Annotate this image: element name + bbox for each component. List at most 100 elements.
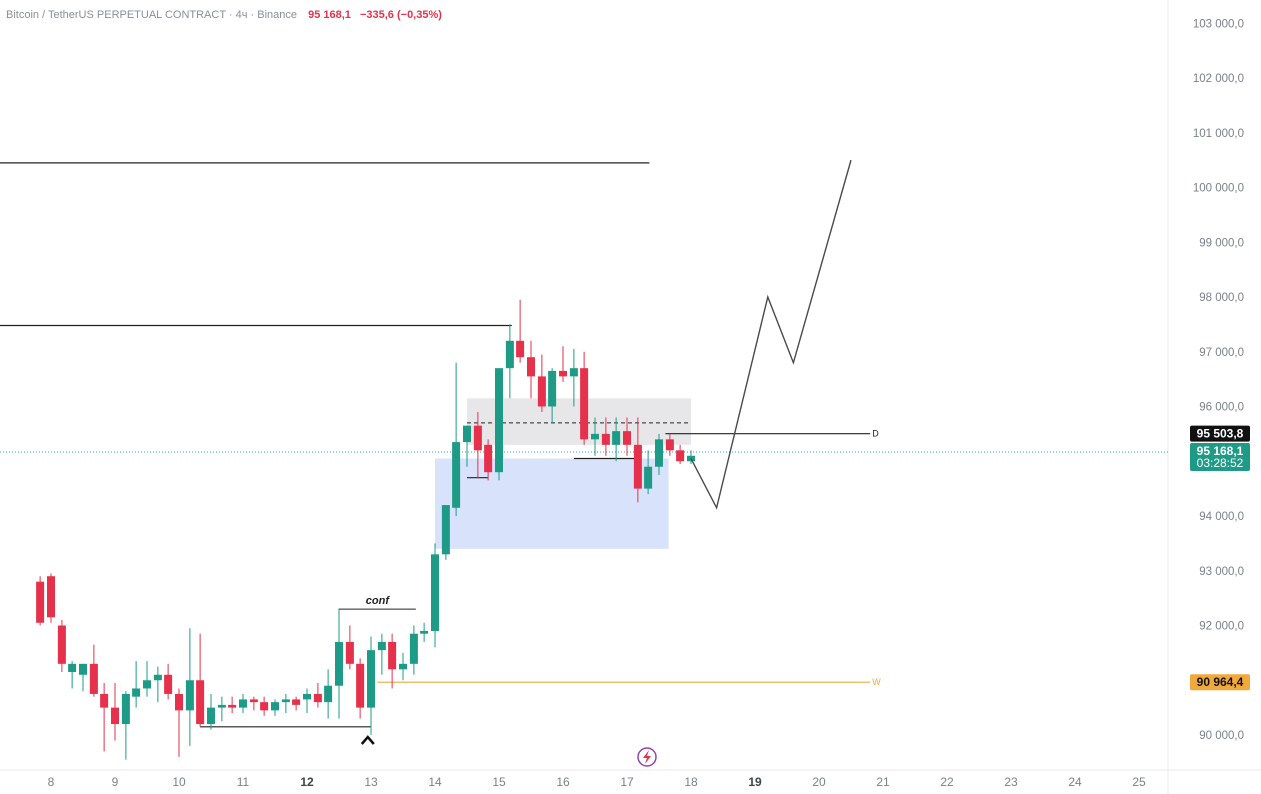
x-tick-label: 16 [556, 775, 570, 789]
countdown-timer: 03:28:52 [1197, 456, 1244, 470]
candle-body [324, 685, 333, 703]
x-tick-label: 21 [876, 775, 890, 789]
candle-body [612, 431, 621, 445]
y-tick-label: 92 000,0 [1199, 621, 1244, 633]
x-tick-label: 18 [684, 775, 698, 789]
candle-body [260, 702, 269, 711]
candle-body [569, 368, 578, 377]
candle-body [548, 370, 557, 407]
candle-body [367, 650, 375, 708]
candle-body [132, 688, 141, 697]
y-tick-label: 90 000,0 [1199, 730, 1244, 742]
chart-header: Bitcoin / TetherUS PERPETUAL CONTRACT · … [6, 9, 442, 21]
candle-body [143, 680, 151, 689]
candle-body [665, 439, 674, 451]
x-tick-label: 20 [812, 775, 826, 789]
candle-body [68, 663, 77, 673]
candle-body [153, 674, 162, 681]
x-tick-label: 9 [112, 775, 119, 789]
y-tick-label: 94 000,0 [1199, 511, 1244, 523]
candle-body [559, 370, 567, 377]
candle-body [185, 680, 194, 711]
candle-body [281, 699, 290, 703]
x-tick-label: 24 [1068, 775, 1082, 789]
candle-body [175, 693, 183, 711]
price-tag-label: 90 964,4 [1197, 675, 1244, 689]
candle-body [36, 581, 45, 623]
x-tick-label: 15 [492, 775, 506, 789]
candle-body [527, 357, 535, 377]
y-tick-label: 101 000,0 [1193, 128, 1244, 140]
candle-body [217, 704, 226, 708]
candle-body [505, 340, 514, 369]
candle-body [47, 576, 55, 618]
y-tick-label: 102 000,0 [1193, 73, 1244, 85]
candle-body [473, 425, 482, 451]
x-tick-label: 10 [172, 775, 186, 789]
price-tag-label: 95 503,8 [1197, 427, 1244, 441]
candle-body [495, 368, 503, 473]
candle-body [420, 630, 429, 634]
candle-body [644, 466, 653, 489]
candle-body [484, 444, 493, 473]
candle-body [228, 704, 237, 708]
x-tick-label: 17 [620, 775, 634, 789]
y-tick-label: 100 000,0 [1193, 183, 1244, 195]
demand-zone [435, 458, 669, 549]
y-tick-label: 99 000,0 [1199, 237, 1244, 249]
x-tick-label: 19 [748, 775, 762, 789]
price-tag [1190, 425, 1250, 442]
price-tag [1190, 674, 1250, 691]
lightning-icon-ring [637, 747, 657, 767]
candle-body [292, 699, 301, 705]
candle-body [196, 680, 205, 725]
conf-label: conf [366, 595, 391, 607]
candle-body [591, 433, 599, 440]
candle-body [313, 693, 322, 703]
price-tag [1190, 443, 1250, 472]
x-tick-label: 13 [364, 775, 378, 789]
candle-body [121, 693, 130, 725]
candle-body [249, 699, 258, 703]
candle-body [100, 693, 109, 708]
y-tick-label: 93 000,0 [1199, 566, 1244, 578]
price-change: −335,6 (−0,35%) [359, 9, 442, 21]
candle-body [623, 431, 631, 445]
candle-body [655, 439, 663, 467]
candle-body [57, 625, 66, 664]
y-tick-label: 97 000,0 [1199, 347, 1244, 359]
candle-body [516, 340, 525, 358]
level-label: D [872, 429, 879, 439]
candle-body [409, 633, 418, 664]
candle-body [164, 674, 173, 694]
candle-body [580, 368, 589, 440]
y-tick-label: 103 000,0 [1193, 18, 1244, 30]
candle-body [537, 376, 546, 407]
x-tick-label: 25 [1132, 775, 1146, 789]
candle-body [335, 641, 343, 686]
x-tick-label: 14 [428, 775, 442, 789]
x-tick-label: 8 [48, 775, 55, 789]
x-tick-label: 23 [1004, 775, 1018, 789]
candle-body [356, 663, 365, 708]
x-tick-label: 22 [940, 775, 954, 789]
conf-bracket [338, 608, 416, 626]
candle-body [377, 641, 386, 651]
candle-body [441, 505, 450, 555]
candle-body [388, 641, 397, 670]
lightning-icon-bolt [643, 750, 651, 764]
y-tick-label: 98 000,0 [1199, 292, 1244, 304]
x-tick-label: 11 [237, 775, 250, 789]
symbol-title: Bitcoin / TetherUS PERPETUAL CONTRACT · … [6, 9, 298, 21]
candle-body [79, 663, 87, 675]
candle-body [239, 699, 247, 708]
candle-body [303, 693, 311, 700]
candle-body [431, 554, 439, 631]
candle-body [345, 641, 354, 664]
y-tick-label: 96 000,0 [1199, 402, 1244, 414]
candle-body [207, 707, 215, 725]
candle-body [399, 663, 407, 670]
candle-body [452, 442, 461, 508]
supply-zone [467, 398, 691, 445]
